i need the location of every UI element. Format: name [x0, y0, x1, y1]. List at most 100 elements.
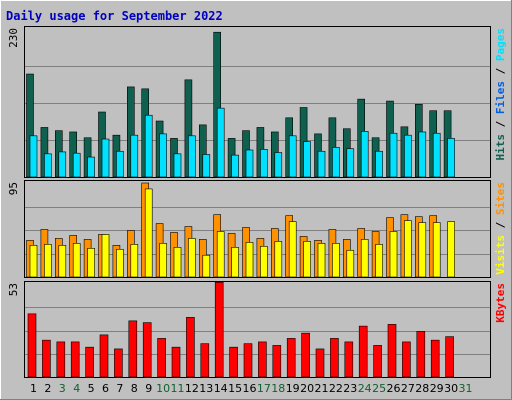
day-label-14: 14 [214, 382, 228, 395]
bar-sites-16 [245, 242, 254, 278]
bar-files-15 [231, 154, 239, 178]
day-label-15: 15 [228, 382, 242, 395]
bar-kbytes-9 [142, 322, 152, 378]
side-label-part-visits_sites-2: Visits [494, 235, 507, 275]
bar-files-25 [375, 150, 383, 178]
bar-sites-19 [288, 221, 297, 278]
side-label-part-kbytes-0: KBytes [494, 283, 507, 323]
bar-kbytes-2 [42, 339, 51, 378]
bar-sites-21 [317, 243, 326, 278]
bar-files-24 [360, 131, 369, 178]
bar-files-3 [58, 151, 67, 178]
bar-files-26 [389, 132, 398, 178]
day-label-4: 4 [73, 382, 80, 395]
bar-sites-11 [173, 247, 182, 278]
bar-files-12 [188, 135, 196, 178]
bar-kbytes-27 [402, 341, 411, 378]
bar-files-7 [116, 150, 124, 178]
day-label-24: 24 [358, 382, 372, 395]
bar-sites-3 [58, 245, 67, 278]
bar-sites-30 [447, 221, 455, 278]
bar-kbytes-4 [70, 341, 80, 378]
bar-sites-22 [332, 243, 340, 278]
bar-kbytes-23 [344, 341, 354, 378]
bar-files-13 [202, 154, 211, 178]
day-label-27: 27 [401, 382, 415, 395]
side-label-part-visits_sites-1: / [494, 215, 507, 235]
bar-kbytes-16 [243, 343, 253, 378]
bar-sites-4 [72, 243, 81, 278]
ymax-label-visits_sites: 95 [7, 182, 20, 195]
bar-files-14 [216, 107, 225, 178]
bar-files-1 [29, 135, 38, 178]
bar-sites-5 [87, 248, 95, 278]
day-label-26: 26 [387, 382, 401, 395]
series-kbytes [27, 281, 454, 378]
bar-files-11 [173, 153, 182, 178]
day-label-21: 21 [315, 382, 329, 395]
bar-files-9 [144, 114, 153, 178]
bar-sites-29 [432, 222, 441, 278]
bar-files-20 [303, 141, 311, 178]
day-label-12: 12 [185, 382, 199, 395]
bar-sites-1 [29, 245, 38, 278]
bar-files-4 [72, 152, 81, 178]
bar-files-18 [274, 152, 283, 178]
bar-kbytes-15 [229, 346, 238, 378]
bar-kbytes-17 [258, 341, 267, 378]
bar-kbytes-21 [315, 348, 325, 378]
bar-sites-17 [260, 246, 268, 278]
bar-kbytes-12 [186, 317, 195, 378]
side-label-kbytes: KBytes [494, 283, 507, 323]
bar-files-30 [447, 138, 455, 178]
bar-kbytes-13 [200, 343, 210, 378]
bar-files-10 [159, 133, 167, 178]
bar-kbytes-8 [128, 320, 138, 378]
bar-sites-23 [346, 249, 355, 278]
side-label-part-visits_sites-0: Sites [494, 182, 507, 215]
day-label-11: 11 [171, 382, 185, 395]
bar-kbytes-20 [301, 332, 310, 378]
side-label-hits_files: Hits / Files / Pages [494, 28, 507, 161]
day-labels-layer: 1 2 3 4 5 6 7 8 9 10 11 12 13 14 15 16 17 18 19 20 21 22 23 24 2… [30, 382, 473, 395]
ymax-label-hits_files: 230 [7, 28, 20, 48]
bar-kbytes-6 [99, 334, 109, 378]
bar-sites-10 [159, 243, 167, 278]
bar-sites-14 [216, 231, 225, 278]
day-label-3: 3 [59, 382, 66, 395]
day-label-8: 8 [131, 382, 138, 395]
bar-files-22 [332, 147, 340, 178]
bar-kbytes-5 [85, 346, 94, 378]
bar-kbytes-11 [171, 346, 181, 378]
day-label-30: 30 [444, 382, 458, 395]
bar-files-23 [346, 148, 355, 178]
bar-kbytes-1 [27, 313, 37, 378]
day-label-20: 20 [300, 382, 314, 395]
day-label-17: 17 [257, 382, 271, 395]
side-label-part-hits_files-3: / [494, 114, 507, 134]
day-label-19: 19 [286, 382, 300, 395]
bar-files-5 [87, 156, 95, 178]
day-label-16: 16 [243, 382, 257, 395]
bar-kbytes-19 [286, 338, 296, 378]
bar-files-6 [101, 138, 110, 178]
bar-sites-7 [116, 248, 124, 278]
bar-files-8 [130, 134, 139, 178]
day-label-1: 1 [30, 382, 37, 395]
bar-sites-13 [202, 254, 211, 278]
bar-sites-12 [188, 238, 196, 278]
panels-layer: 230 Hits / Files / Pages 95 Visits / Sites 5… [7, 26, 507, 378]
bar-sites-18 [274, 241, 283, 278]
bar-sites-6 [101, 234, 110, 278]
bar-kbytes-29 [430, 339, 440, 378]
day-label-7: 7 [116, 382, 123, 395]
side-label-part-hits_files-1: / [494, 61, 507, 81]
day-label-29: 29 [430, 382, 444, 395]
bar-sites-9 [144, 188, 153, 278]
bar-files-29 [432, 132, 441, 178]
day-label-9: 9 [145, 382, 152, 395]
day-label-13: 13 [199, 382, 213, 395]
bar-files-17 [260, 149, 268, 178]
